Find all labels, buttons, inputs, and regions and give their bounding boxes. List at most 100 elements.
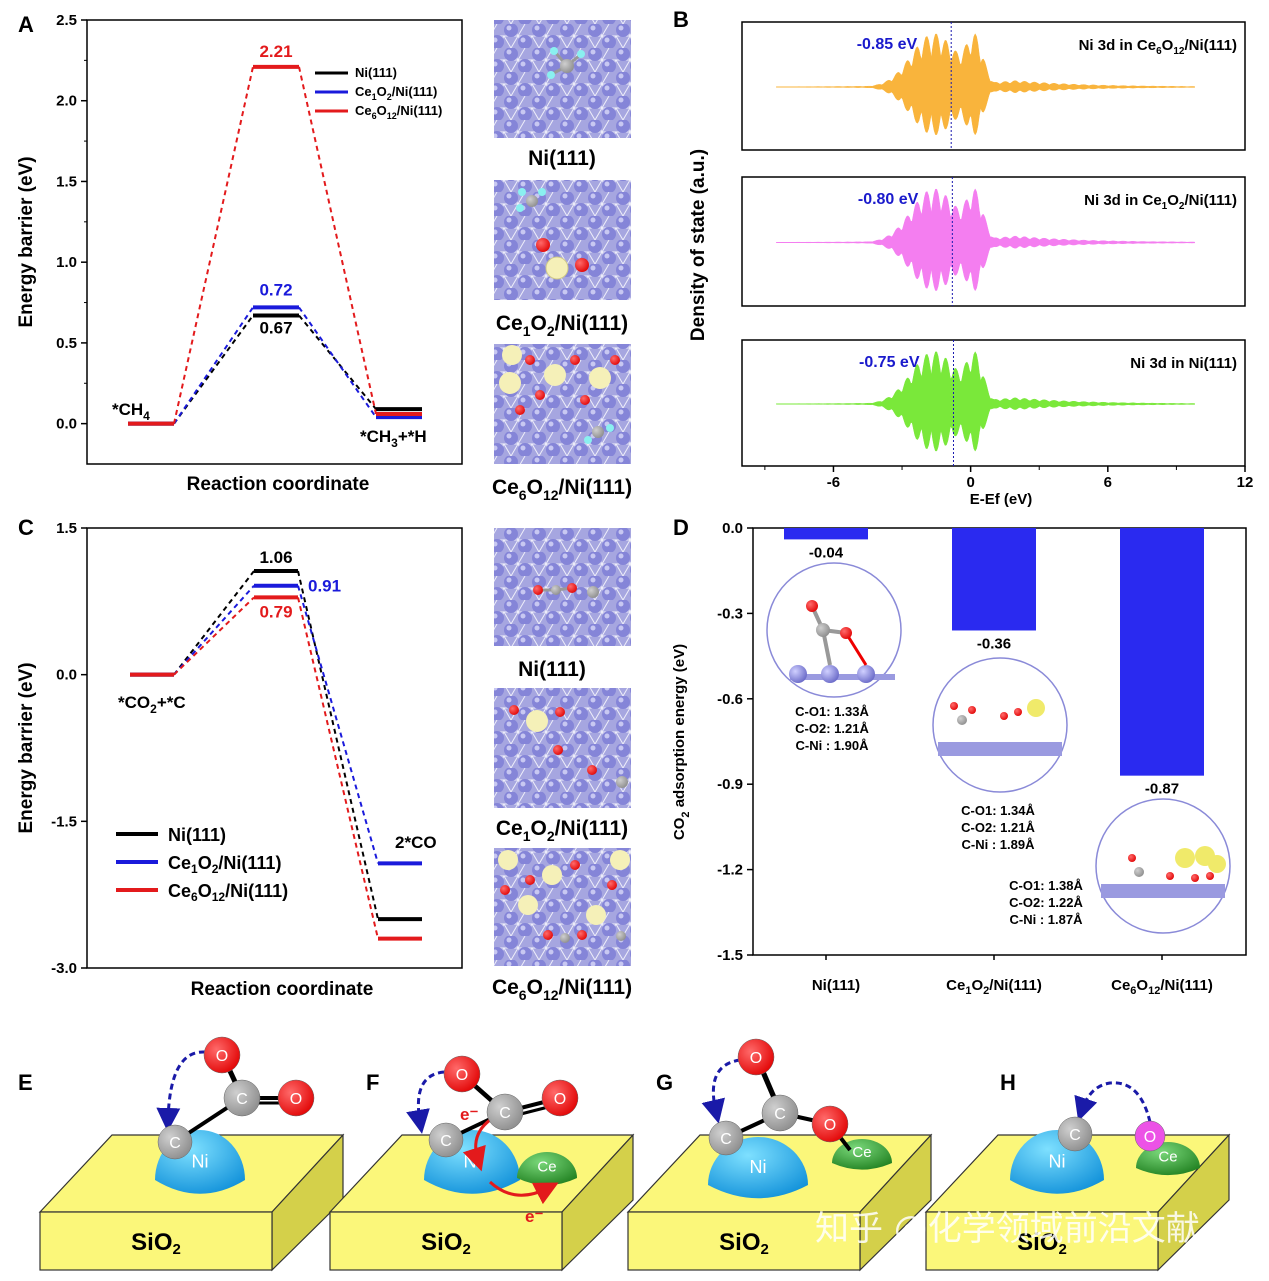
legend-label: Ni(111) — [168, 825, 226, 845]
ce6o12-co2-cluster — [498, 850, 630, 943]
bond-length-label: C-Ni : 1.89Å — [962, 837, 1036, 852]
carbon-atom-label: C — [169, 1135, 181, 1152]
d-band-center-label: -0.85 eV — [857, 36, 918, 53]
support-front — [329, 1211, 563, 1271]
panel-label-c: C — [18, 515, 34, 540]
carbon-atom — [761, 1094, 799, 1132]
oxygen-atom-label: O — [216, 1048, 228, 1065]
chart-c-frame — [86, 527, 463, 969]
connector-Ni(111) — [298, 314, 377, 410]
carbon-atom-label: C — [440, 1133, 452, 1150]
legend-label: Ni(111) — [355, 65, 397, 80]
structures-c: Ni(111) Ce1O2/Ni(111) Ce6O12/Ni(111) — [492, 528, 632, 1003]
y-tick-label: 1.5 — [56, 173, 77, 190]
support-label: SiO2 — [1017, 1229, 1067, 1258]
structures-a: Ni(111) Ce1O2/Ni(111) Ce6O12/Ni(111) — [492, 20, 632, 503]
carbon-atom-label: C — [720, 1131, 732, 1148]
y-tick-label: 0.5 — [56, 335, 77, 352]
panel-label-f: F — [366, 1070, 379, 1095]
connector-Ce6O12/Ni(111) — [173, 596, 255, 676]
y-tick-label: -1.5 — [717, 947, 743, 964]
oxygen-atom — [811, 1105, 849, 1143]
ni-dome-label: Ni — [750, 1157, 767, 1177]
barrier-label: 0.79 — [259, 602, 292, 621]
structure-label-a3: Ce6O12/Ni(111) — [492, 476, 632, 503]
bar-value-label: -0.36 — [977, 635, 1011, 652]
dos-frame — [741, 176, 1246, 307]
structure-ce1o2-ch4 — [494, 180, 631, 300]
x-category-label: Ce6O12/Ni(111) — [1111, 977, 1213, 997]
chart-a-legend: Ni(111) Ce1O2/Ni(111)Ce6O12/Ni(111) — [315, 65, 442, 121]
panel-label-a: A — [18, 12, 34, 37]
dos-series-title: Ni 3d in Ce1O2/Ni(111) — [1084, 192, 1237, 212]
bond-length-label: C-O2: 1.21Å — [961, 820, 1035, 835]
d-band-center-label: -0.75 eV — [859, 354, 920, 371]
structure-ce6o12-ch4 — [494, 344, 631, 464]
inset-ce6o12 — [1095, 798, 1231, 934]
chart-c-initial-state-label: *CO2+*C — [118, 693, 186, 716]
co2-on-ni — [533, 583, 599, 598]
structure-ce6o12-co2 — [494, 848, 631, 966]
carbon-atom-label: C — [1069, 1127, 1081, 1144]
y-tick-label: -0.3 — [717, 605, 743, 622]
ce1o2-cluster — [516, 188, 589, 280]
ce6o12-cluster-a — [499, 345, 620, 444]
bond-length-label: C-O2: 1.21Å — [795, 721, 869, 736]
carbon-atom — [486, 1093, 524, 1131]
y-tick-label: -0.9 — [717, 776, 743, 793]
structure-ni111-co2 — [494, 528, 631, 646]
bond-length-label: C-O2: 1.22Å — [1009, 895, 1083, 910]
structure-label-a2: Ce1O2/Ni(111) — [496, 312, 628, 339]
connector-Ni(111) — [173, 570, 255, 676]
carbon-atom-label: C — [774, 1106, 786, 1123]
chart-c-xlabel: Reaction coordinate — [191, 979, 374, 1000]
y-tick-label: 2.0 — [56, 93, 77, 110]
bar-value-label: -0.04 — [809, 544, 844, 561]
oxygen-atom — [737, 1038, 775, 1076]
support-label: SiO2 — [719, 1229, 769, 1258]
legend-label: Ce1O2/Ni(111) — [168, 853, 281, 876]
carbon-atom-label: C — [236, 1091, 248, 1108]
connector-Ce1O2/Ni(111) — [173, 585, 255, 676]
barrier-label: 1.06 — [259, 548, 292, 567]
chart-a-final-state-label: *CH3+*H — [360, 427, 427, 450]
structure-label-c3: Ce6O12/Ni(111) — [492, 976, 632, 1003]
migration-arrow — [406, 1070, 445, 1134]
bar-2 — [1120, 528, 1204, 776]
chart-d-co2-adsorption: 0.0 -0.3 -0.6 -0.9 -1.2 -1.5 -0.04 Ni(111) -0.3… — [671, 520, 1247, 997]
dos-subplot-1: -0.80 eV Ni 3d in Ce1O2/Ni(111) — [741, 176, 1246, 307]
oxygen-atom-label: O — [290, 1091, 302, 1108]
carbon-atom-label: C — [499, 1105, 511, 1122]
structure-ni111-ch4 — [494, 20, 631, 138]
bond-length-label: C-Ni : 1.90Å — [796, 738, 870, 753]
oxygen-atom-label: O — [1144, 1129, 1156, 1146]
chart-c-legend: Ni(111) Ce1O2/Ni(111) Ce6O12/Ni(111) — [116, 825, 288, 904]
d-band-center-label: -0.80 eV — [858, 191, 919, 208]
ce-dome-label: Ce — [537, 1159, 556, 1176]
ni-dome-label: Ni — [192, 1152, 209, 1172]
connector-Ce1O2/Ni(111) — [173, 306, 254, 425]
connector-Ce1O2/Ni(111) — [298, 306, 377, 418]
y-tick-label: -3.0 — [51, 960, 77, 977]
legend-label: Ce1O2/Ni(111) — [355, 84, 437, 102]
dos-frame — [741, 339, 1246, 467]
barrier-label: 0.91 — [308, 577, 341, 596]
sio2-support: SiO2 — [38, 1133, 345, 1272]
structure-label-c2: Ce1O2/Ni(111) — [496, 817, 628, 844]
x-tick-label: 6 — [1104, 474, 1112, 491]
structure-label-c1: Ni(111) — [518, 658, 586, 681]
dos-frame — [741, 21, 1246, 151]
ch4-molecule — [547, 47, 585, 79]
chart-a-initial-state-label: *CH4 — [112, 400, 150, 423]
oxygen-atom — [203, 1036, 241, 1074]
oxygen-atom — [541, 1079, 579, 1117]
oxygen-atom — [1134, 1120, 1166, 1152]
y-tick-label: 2.5 — [56, 12, 77, 29]
y-tick-label: 0.0 — [56, 416, 77, 433]
chart-b-xlabel: E-Ef (eV) — [970, 491, 1033, 508]
watermark: 知乎 @化学领域前沿文献 — [815, 1209, 1200, 1249]
ce1o2-co2-cluster — [509, 705, 628, 788]
electron-arrow — [488, 1180, 559, 1205]
bond-length-label: C-O1: 1.33Å — [795, 704, 869, 719]
